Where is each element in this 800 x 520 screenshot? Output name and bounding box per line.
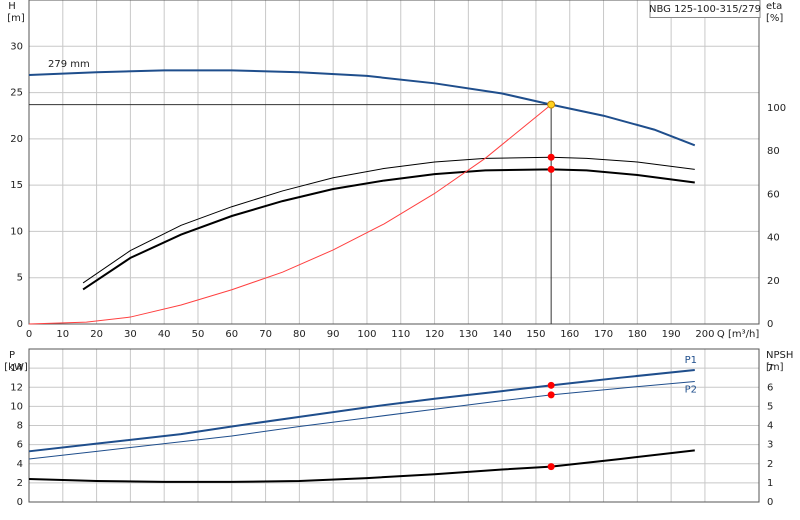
y2-tick-label: 3: [767, 440, 773, 451]
y2-tick-label: 20: [767, 276, 780, 287]
curve: [28, 449, 695, 483]
x-tick-label: 110: [391, 329, 410, 340]
x-tick-label: 120: [425, 329, 444, 340]
duty-point: [547, 100, 556, 109]
curve: [28, 104, 552, 325]
x-tick-label: 0: [26, 329, 32, 340]
y-axis-label: P: [9, 350, 15, 361]
y2-tick-label: 40: [767, 233, 780, 244]
y2-tick-label: 0: [767, 497, 773, 508]
x-tick-label: 190: [662, 329, 681, 340]
x-tick-label: 160: [560, 329, 579, 340]
y2-tick-label: 1: [767, 478, 773, 489]
y-tick-label: 20: [10, 134, 23, 145]
y-tick-label: 0: [17, 497, 23, 508]
title-box: [649, 0, 761, 18]
x-tick-label: 50: [192, 329, 205, 340]
x-tick-label: 170: [594, 329, 613, 340]
y2-tick-label: 60: [767, 189, 780, 200]
duty-point: [547, 165, 555, 173]
y-tick-label: 10: [10, 401, 23, 412]
y-tick-label: 15: [10, 180, 23, 191]
x-tick-label: 20: [90, 329, 103, 340]
x-tick-label: 30: [124, 329, 137, 340]
x-tick-label: 40: [158, 329, 171, 340]
duty-point: [547, 463, 555, 471]
y2-tick-label: 80: [767, 146, 780, 157]
x-tick-label: 100: [357, 329, 376, 340]
y-tick-label: 25: [10, 88, 23, 99]
y2-axis-unit: [m]: [766, 362, 784, 373]
curve: [28, 369, 695, 453]
y-tick-label: 4: [17, 459, 23, 470]
x-tick-label: 140: [493, 329, 512, 340]
x-axis-label: Q [m³/h]: [717, 329, 759, 340]
y-tick-label: 8: [17, 421, 23, 432]
y-tick-label: 5: [17, 273, 23, 284]
x-tick-label: 70: [259, 329, 272, 340]
y-tick-label: 30: [10, 41, 23, 52]
curve-label: P1: [685, 355, 697, 366]
y2-tick-label: 100: [767, 103, 786, 114]
y2-axis-label: NPSH: [766, 350, 793, 361]
y-axis-label: H: [8, 1, 16, 12]
y2-tick-label: 5: [767, 401, 773, 412]
y-axis-unit: [m]: [7, 13, 25, 24]
curve: [82, 168, 695, 291]
curve-label: P2: [685, 385, 697, 396]
y2-tick-label: 2: [767, 459, 773, 470]
y2-tick-label: 7: [767, 363, 773, 374]
plot-frame: [28, 0, 760, 325]
y2-tick-label: 4: [767, 421, 773, 432]
chart-title: NBG 125-100-315/279: [649, 4, 761, 15]
y-tick-label: 12: [10, 382, 23, 393]
curve: [28, 381, 695, 460]
y2-axis-label: eta: [766, 1, 782, 12]
y2-tick-label: 6: [767, 382, 773, 393]
x-tick-label: 130: [459, 329, 478, 340]
x-tick-label: 60: [225, 329, 238, 340]
x-tick-label: 80: [293, 329, 306, 340]
y-tick-label: 14: [10, 363, 23, 374]
curve: [82, 156, 695, 284]
x-tick-label: 150: [526, 329, 545, 340]
plot-frame: [28, 348, 760, 503]
y-tick-label: 2: [17, 478, 23, 489]
y-tick-label: 0: [17, 319, 23, 330]
y-tick-label: 6: [17, 440, 23, 451]
y-axis-unit: [kW]: [4, 362, 28, 373]
duty-point: [547, 391, 555, 399]
x-tick-label: 90: [327, 329, 340, 340]
y2-axis-unit: [%]: [766, 13, 783, 24]
duty-point: [547, 153, 555, 161]
x-tick-label: 200: [695, 329, 714, 340]
x-tick-label: 180: [628, 329, 647, 340]
y-tick-label: 10: [10, 226, 23, 237]
duty-point: [547, 381, 555, 389]
y2-tick-label: 0: [767, 319, 773, 330]
annotation: 279 mm: [48, 59, 90, 70]
x-tick-label: 10: [56, 329, 69, 340]
curve: [28, 69, 696, 147]
